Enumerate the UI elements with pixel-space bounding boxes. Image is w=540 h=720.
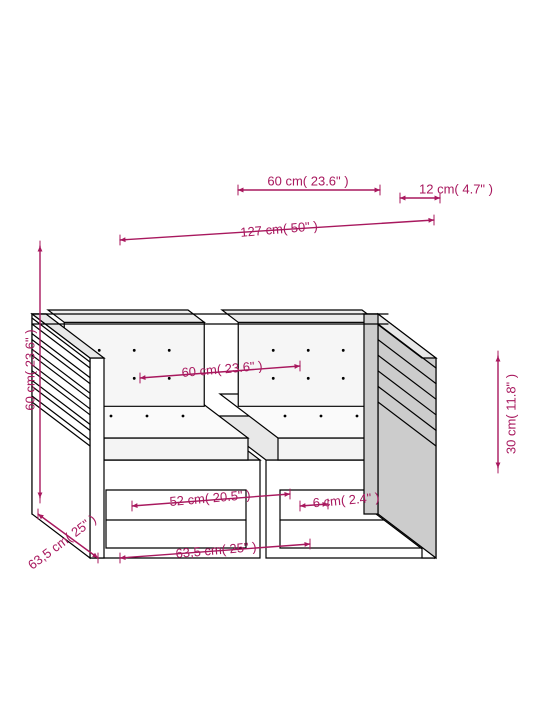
- dimension-label: 60 cm( 23.6" ): [267, 174, 348, 189]
- dimension-label: 60 cm( 23.6" ): [23, 329, 38, 410]
- diagram-canvas: [0, 0, 540, 720]
- dimension-label: 30 cm( 11.8" ): [504, 374, 519, 454]
- dimension-label: 12 cm( 4.7" ): [419, 182, 493, 197]
